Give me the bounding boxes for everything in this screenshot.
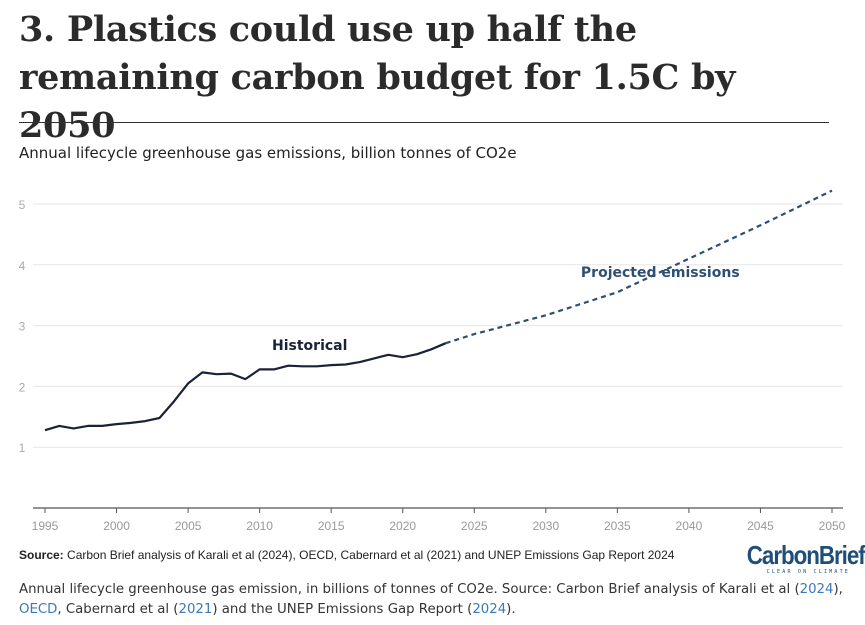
- caption-link-oecd[interactable]: OECD: [19, 602, 58, 617]
- x-tick-label: 2035: [604, 519, 631, 533]
- line-chart: 1 2 3 4 5 1995 2000 2005 2010 2015 2020 2025 2030 20…: [19, 189, 846, 533]
- carbonbrief-logo[interactable]: CarbonBrief CLEAR ON CLIMATE: [730, 540, 865, 575]
- y-tick-label: 1: [19, 441, 26, 455]
- gridlines: [33, 203, 843, 448]
- series-line-historical: [44, 342, 447, 432]
- source-label: Source:: [19, 548, 64, 562]
- caption-link-unep-2024[interactable]: 2024: [472, 602, 507, 617]
- figure-caption: Annual lifecycle greenhouse gas emission…: [19, 580, 859, 620]
- caption-text: ) and the UNEP Emissions Gap Report (: [212, 602, 473, 617]
- caption-text: , Cabernard et al (: [57, 602, 179, 617]
- x-axis-ticks: 1995 2000 2005 2010 2015 2020 2025 2030 2035 2040…: [32, 508, 846, 533]
- chart-headline: 3. Plastics could use up half the remain…: [19, 9, 736, 146]
- source-note: Source: Carbon Brief analysis of Karali …: [19, 548, 674, 562]
- logo-tagline: CLEAR ON CLIMATE: [766, 569, 850, 575]
- y-tick-label: 5: [19, 198, 26, 212]
- y-tick-label: 4: [19, 259, 26, 273]
- series: [44, 189, 833, 432]
- caption-text: Annual lifecycle greenhouse gas emission…: [19, 582, 800, 597]
- x-tick-label: 1995: [32, 519, 59, 533]
- x-tick-label: 2040: [676, 519, 703, 533]
- y-tick-label: 2: [19, 380, 26, 394]
- logo-wordmark: CarbonBrief: [746, 540, 865, 570]
- x-tick-label: 2045: [747, 519, 774, 533]
- x-tick-label: 2050: [819, 519, 846, 533]
- projected-emissions-label: Projected emissions: [581, 265, 740, 281]
- source-text: Carbon Brief analysis of Karali et al (2…: [63, 548, 675, 562]
- caption-text: ),: [833, 582, 843, 597]
- y-axis-ticks: 1 2 3 4 5: [19, 198, 26, 455]
- x-tick-label: 2010: [246, 519, 273, 533]
- headline-divider: [19, 122, 829, 123]
- x-tick-label: 2025: [461, 519, 488, 533]
- x-tick-label: 2030: [532, 519, 559, 533]
- historical-label: Historical: [272, 338, 347, 354]
- y-tick-label: 3: [19, 320, 26, 334]
- x-tick-label: 2020: [389, 519, 416, 533]
- x-tick-label: 2015: [318, 519, 345, 533]
- x-tick-label: 2000: [103, 519, 130, 533]
- caption-link-karali-2024[interactable]: 2024: [799, 582, 834, 597]
- series-line-projected: [445, 189, 833, 345]
- caption-link-cabernard-2021[interactable]: 2021: [178, 602, 213, 617]
- chart-subtitle: Annual lifecycle greenhouse gas emission…: [19, 144, 517, 162]
- x-tick-label: 2005: [175, 519, 202, 533]
- caption-text: ).: [506, 602, 516, 617]
- annotations: Historical Projected emissions: [272, 265, 740, 354]
